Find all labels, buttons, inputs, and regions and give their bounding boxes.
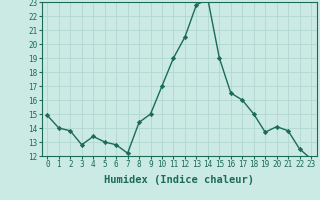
X-axis label: Humidex (Indice chaleur): Humidex (Indice chaleur) — [104, 175, 254, 185]
